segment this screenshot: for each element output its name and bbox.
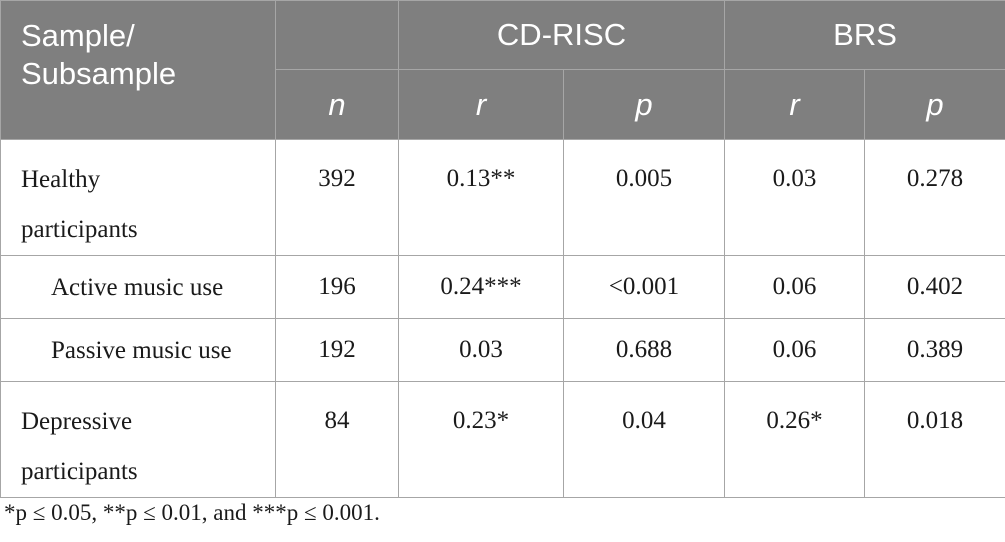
- row-label: Active music use: [0, 255, 276, 319]
- brs-r-cell: 0.06: [724, 255, 866, 319]
- table-footnote: *p ≤ 0.05, **p ≤ 0.01, and ***p ≤ 0.001.: [4, 500, 380, 525]
- table-row: Passive music use 192 0.03 0.688 0.06 0.…: [0, 318, 1005, 382]
- table-row: Depressive participants 84 0.23* 0.04 0.…: [0, 381, 1005, 498]
- header-row-groups: Sample/ Subsample CD-RISC BRS: [0, 0, 1005, 140]
- brs-p-cell: 0.389: [864, 318, 1005, 382]
- header-row-stats: n r p r p: [1, 69, 1005, 140]
- brs-r-cell: 0.03: [724, 139, 866, 256]
- n-cell: 84: [275, 381, 399, 498]
- cd-risc-p-cell: <0.001: [562, 255, 726, 319]
- cd-risc-r-cell: 0.23*: [398, 381, 564, 498]
- cd-risc-p-cell: 0.688: [562, 318, 726, 382]
- cd-risc-p-cell: 0.005: [562, 139, 726, 256]
- cd-risc-r-cell: 0.03: [398, 318, 564, 382]
- empty-header-cell: [275, 0, 399, 70]
- brs-r-header: r: [724, 69, 866, 140]
- cd-risc-r-header: r: [398, 69, 564, 140]
- cd-risc-p-cell: 0.04: [562, 381, 726, 498]
- row-label: Passive music use: [0, 318, 276, 382]
- cd-risc-r-cell: 0.24***: [398, 255, 564, 319]
- cd-risc-r-cell: 0.13**: [398, 139, 564, 256]
- n-header: n: [275, 69, 399, 140]
- brs-r-cell: 0.26*: [724, 381, 866, 498]
- row-label: Healthy participants: [0, 139, 276, 256]
- brs-p-header: p: [864, 69, 1005, 140]
- cd-risc-p-header: p: [562, 69, 726, 140]
- brs-p-cell: 0.402: [864, 255, 1005, 319]
- sample-subsample-header: Sample/ Subsample: [0, 0, 276, 140]
- row-label: Depressive participants: [0, 381, 276, 498]
- brs-p-cell: 0.018: [864, 381, 1005, 498]
- brs-header: BRS: [724, 0, 1005, 70]
- table-row: Active music use 196 0.24*** <0.001 0.06…: [0, 255, 1005, 319]
- n-cell: 192: [275, 318, 399, 382]
- cd-risc-header: CD-RISC: [397, 0, 726, 70]
- table-row: Healthy participants 392 0.13** 0.005 0.…: [0, 139, 1005, 256]
- n-cell: 196: [275, 255, 399, 319]
- correlation-table: Sample/ Subsample CD-RISC BRS n r p r p …: [0, 0, 1005, 498]
- brs-p-cell: 0.278: [864, 139, 1005, 256]
- brs-r-cell: 0.06: [724, 318, 866, 382]
- n-cell: 392: [275, 139, 399, 256]
